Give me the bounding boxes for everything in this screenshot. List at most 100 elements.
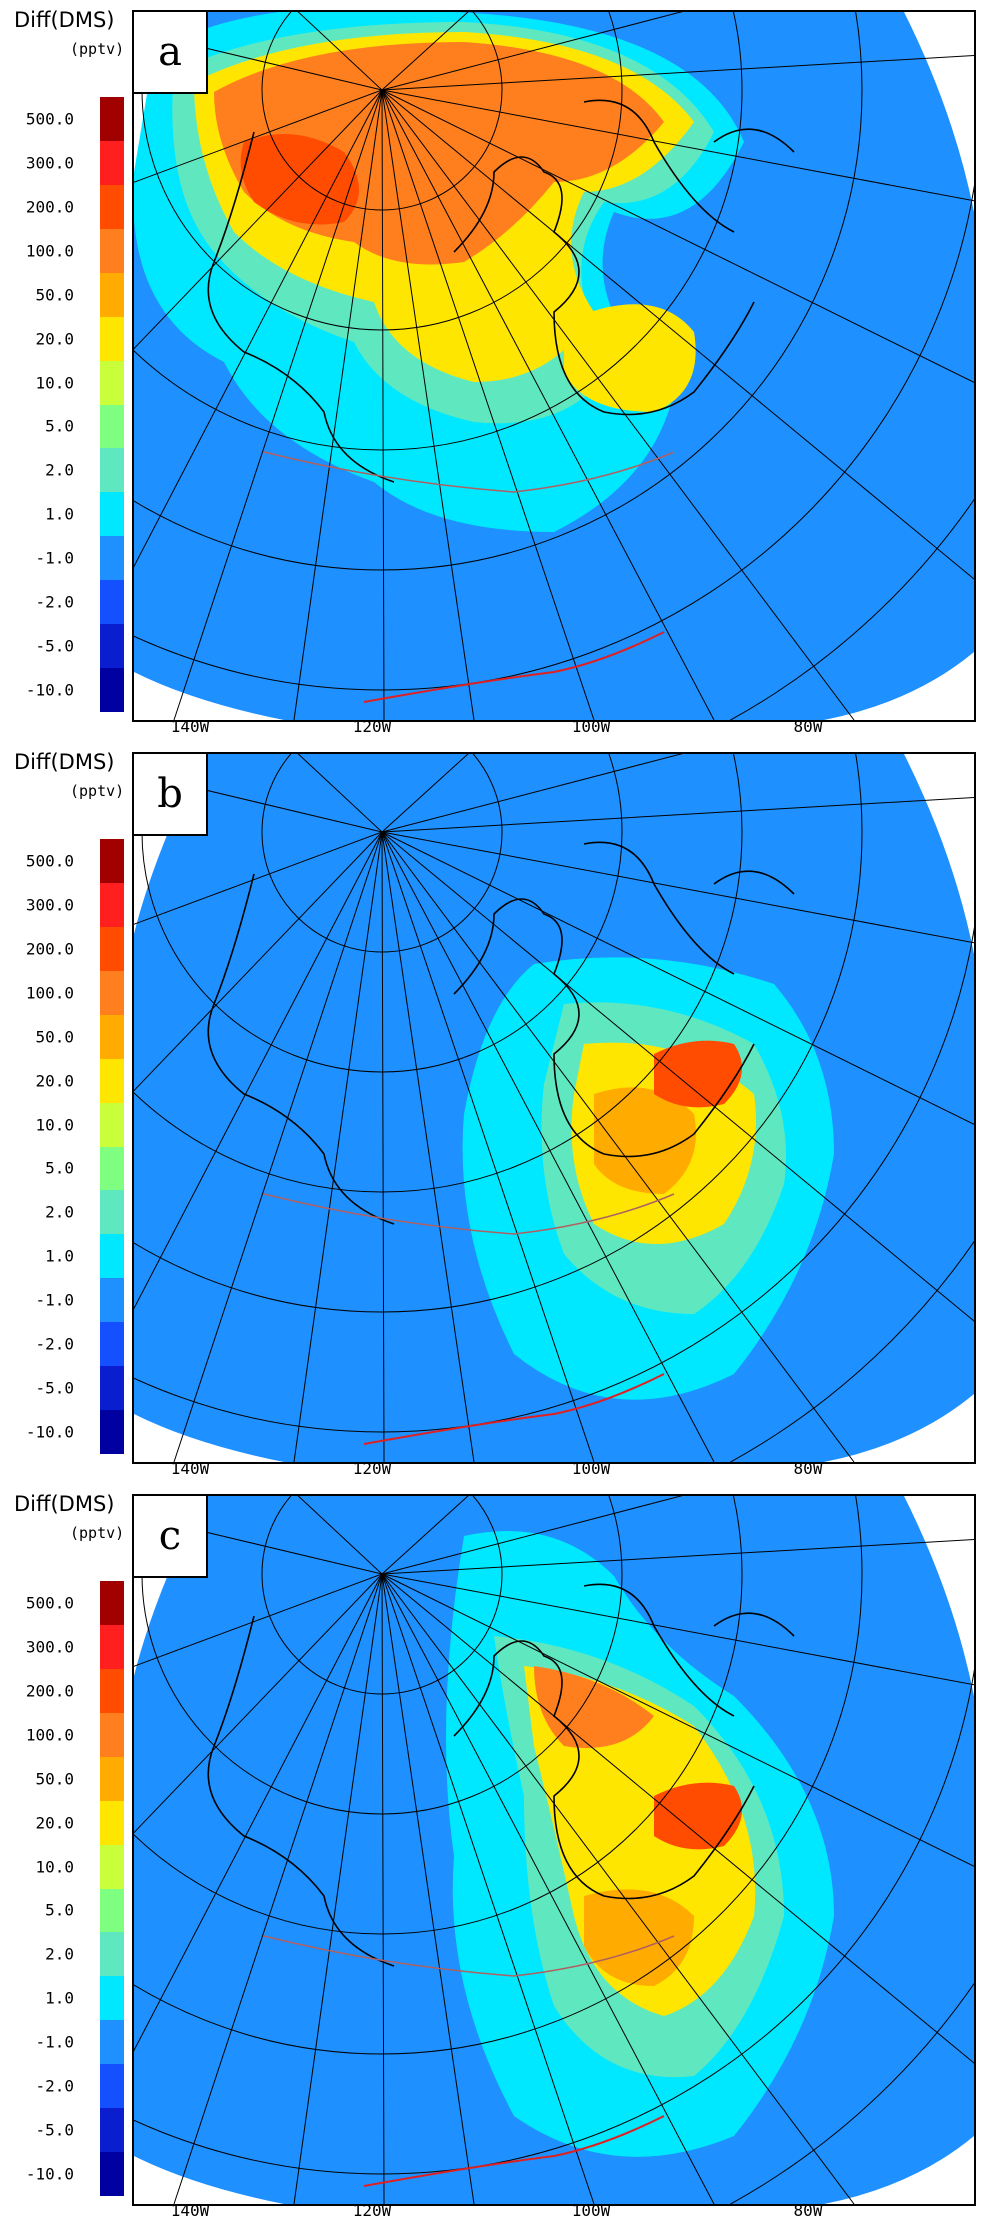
colorbar-cell bbox=[100, 1888, 124, 1933]
colorbar-cell bbox=[100, 1581, 124, 1625]
panel-a: Diff(DMS) (pptv) bbox=[0, 0, 985, 742]
colorbar-tick-label: -10.0 bbox=[25, 680, 74, 700]
coastlines bbox=[207, 841, 795, 1225]
panel-b: Diff(DMS) (pptv) bbox=[0, 742, 985, 1484]
lon-label-120w: 120W bbox=[352, 2201, 392, 2220]
map-frame bbox=[132, 752, 976, 1464]
field-50pptv bbox=[594, 1087, 696, 1194]
colorbar-cell bbox=[100, 1322, 124, 1367]
graticule-meridians bbox=[134, 12, 974, 720]
colorbar-cell bbox=[100, 228, 124, 273]
colorbar-tick-label: -2.0 bbox=[35, 592, 74, 612]
colorbar-tick-label: 10.0 bbox=[35, 373, 74, 393]
colorbar-cell bbox=[100, 140, 124, 185]
colorbar-tick-label: -1.0 bbox=[35, 1290, 74, 1310]
colorbar-tick-label: -5.0 bbox=[35, 2120, 74, 2140]
provincial-boundaries bbox=[263, 451, 675, 493]
colorbar-cell bbox=[100, 2020, 124, 2065]
colorbar-tick-label: 100.0 bbox=[25, 241, 74, 261]
colorbar-tick-label: 500.0 bbox=[25, 109, 74, 129]
colorbar-cell bbox=[100, 404, 124, 449]
map-corner-tr bbox=[904, 1496, 974, 1696]
lon-label-120w: 120W bbox=[352, 1459, 392, 1478]
colorbar-cell bbox=[100, 624, 124, 669]
colorbar-cell bbox=[100, 1014, 124, 1059]
legend-title: Diff(DMS) bbox=[14, 1492, 115, 1516]
colorbar-cell bbox=[100, 1932, 124, 1977]
colorbar-cell bbox=[100, 1756, 124, 1801]
colorbar-cell bbox=[100, 2108, 124, 2153]
map-corner-bl bbox=[134, 2156, 284, 2204]
colorbar-tick-label: 10.0 bbox=[35, 1115, 74, 1135]
colorbar-cell bbox=[100, 316, 124, 361]
us-border bbox=[363, 1373, 665, 1445]
colorbar-cell bbox=[100, 360, 124, 405]
colorbar-tick-label: 500.0 bbox=[25, 851, 74, 871]
lon-label-100w: 100W bbox=[571, 717, 611, 736]
provincial-boundaries bbox=[263, 1193, 675, 1235]
map-corner-tr bbox=[904, 12, 974, 212]
colorbar-tick-label: -10.0 bbox=[25, 1422, 74, 1442]
panel-letter: c bbox=[132, 1494, 208, 1578]
coastlines bbox=[207, 1583, 795, 1967]
panel-c: Diff(DMS) (pptv) bbox=[0, 1484, 985, 2226]
colorbar-cell bbox=[100, 1102, 124, 1147]
colorbar-cell bbox=[100, 272, 124, 317]
field-200pptv bbox=[654, 1782, 742, 1850]
map-corner-br bbox=[824, 1394, 974, 1462]
map-corner-bl bbox=[134, 1414, 284, 1462]
lon-label-80w: 80W bbox=[793, 1459, 823, 1478]
colorbar-tick-label: 10.0 bbox=[35, 1857, 74, 1877]
colorbar-tick-label: 200.0 bbox=[25, 197, 74, 217]
lon-label-120w: 120W bbox=[352, 717, 392, 736]
colorbar-cell bbox=[100, 839, 124, 883]
field-hudson bbox=[564, 304, 696, 412]
colorbar-tick-label: -5.0 bbox=[35, 1378, 74, 1398]
colorbar-cell bbox=[100, 1058, 124, 1103]
colorbar-tick-label: -2.0 bbox=[35, 2076, 74, 2096]
legend-unit: (pptv) bbox=[70, 40, 125, 58]
lon-label-100w: 100W bbox=[571, 1459, 611, 1478]
colorbar-cell bbox=[100, 97, 124, 141]
colorbar-tick-label: 20.0 bbox=[35, 329, 74, 349]
colorbar-cell bbox=[100, 1146, 124, 1191]
lon-label-140w: 140W bbox=[170, 717, 210, 736]
colorbar-tick-label: 2.0 bbox=[45, 460, 74, 480]
colorbar-tick-label: 5.0 bbox=[45, 416, 74, 436]
map-corner-br bbox=[824, 2136, 974, 2204]
colorbar-cell bbox=[100, 1410, 124, 1455]
lon-label-80w: 80W bbox=[793, 2201, 823, 2220]
lon-label-80w: 80W bbox=[793, 717, 823, 736]
map-corner-br bbox=[824, 652, 974, 720]
colorbar-tick-label: 1.0 bbox=[45, 1246, 74, 1266]
colorbar-cell bbox=[100, 1624, 124, 1669]
colorbar-tick-label: 5.0 bbox=[45, 1900, 74, 1920]
colorbar-cell bbox=[100, 1712, 124, 1757]
colorbar-tick-label: -2.0 bbox=[35, 1334, 74, 1354]
colorbar-cell bbox=[100, 1668, 124, 1713]
field-20pptv bbox=[524, 1666, 756, 2016]
us-border bbox=[363, 631, 665, 703]
lon-label-100w: 100W bbox=[571, 2201, 611, 2220]
map-svg bbox=[134, 1496, 974, 2204]
colorbar-cell bbox=[100, 1366, 124, 1411]
colorbar-tick-label: 5.0 bbox=[45, 1158, 74, 1178]
colorbar-cell bbox=[100, 1234, 124, 1279]
colorbar-cell bbox=[100, 580, 124, 625]
colorbar-cell bbox=[100, 1844, 124, 1889]
colorbar-cell bbox=[100, 448, 124, 493]
lon-label-140w: 140W bbox=[170, 1459, 210, 1478]
map-corner-bl bbox=[134, 672, 284, 720]
graticule-parallels bbox=[134, 1496, 974, 2204]
colorbar-tick-label: 20.0 bbox=[35, 1071, 74, 1091]
legend-title: Diff(DMS) bbox=[14, 750, 115, 774]
panel-letter: a bbox=[132, 10, 208, 94]
colorbar-cell bbox=[100, 970, 124, 1015]
colorbar-tick-label: 300.0 bbox=[25, 153, 74, 173]
colorbar bbox=[100, 839, 124, 1455]
colorbar-tick-label: 1.0 bbox=[45, 1988, 74, 2008]
field-100pptv-north bbox=[534, 1666, 654, 1748]
colorbar-tick-label: 50.0 bbox=[35, 1027, 74, 1047]
graticule-meridians bbox=[134, 754, 974, 1462]
colorbar-tick-label: -5.0 bbox=[35, 636, 74, 656]
